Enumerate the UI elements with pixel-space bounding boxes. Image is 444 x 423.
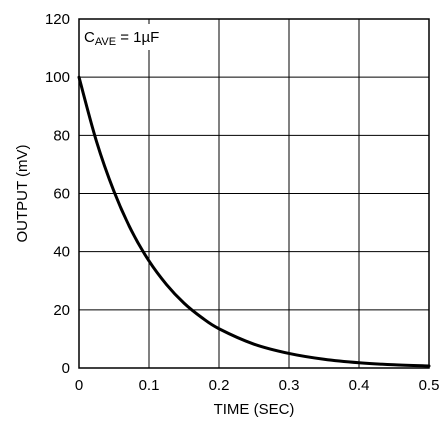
svg-text:CAVE = 1µF: CAVE = 1µF	[84, 29, 159, 48]
x-tick-label-0.5: 0.5	[419, 377, 440, 394]
y-tick-label-60: 60	[53, 186, 70, 203]
y-tick-label-20: 20	[53, 302, 70, 319]
series-line-0	[77, 75, 431, 368]
annotation-symbol: C	[84, 29, 95, 46]
series-group	[77, 75, 431, 368]
annotation-value: = 1µF	[116, 29, 159, 46]
y-axis-label: OUTPUT (mV)	[14, 144, 31, 242]
x-tick-label-0.4: 0.4	[349, 377, 370, 394]
x-tick-label-0.2: 0.2	[209, 377, 230, 394]
x-tick-label-0.1: 0.1	[139, 377, 160, 394]
y-tick-label-0: 0	[62, 360, 70, 377]
tick-labels: 0 0.1 0.2 0.3 0.4 0.5 0 20 40 60 80 100 120	[45, 11, 439, 394]
y-tick-label-120: 120	[45, 11, 70, 28]
annotation-capacitance: CAVE = 1µF	[80, 24, 182, 50]
y-tick-label-80: 80	[53, 127, 70, 144]
y-tick-label-40: 40	[53, 244, 70, 261]
plot-frame	[78, 18, 430, 369]
annotation-subscript: AVE	[95, 36, 116, 48]
x-tick-label-0: 0	[75, 377, 83, 394]
y-tick-label-100: 100	[45, 69, 70, 86]
x-axis-label: TIME (SEC)	[214, 401, 295, 418]
x-tick-label-0.3: 0.3	[279, 377, 300, 394]
grid	[79, 19, 429, 368]
